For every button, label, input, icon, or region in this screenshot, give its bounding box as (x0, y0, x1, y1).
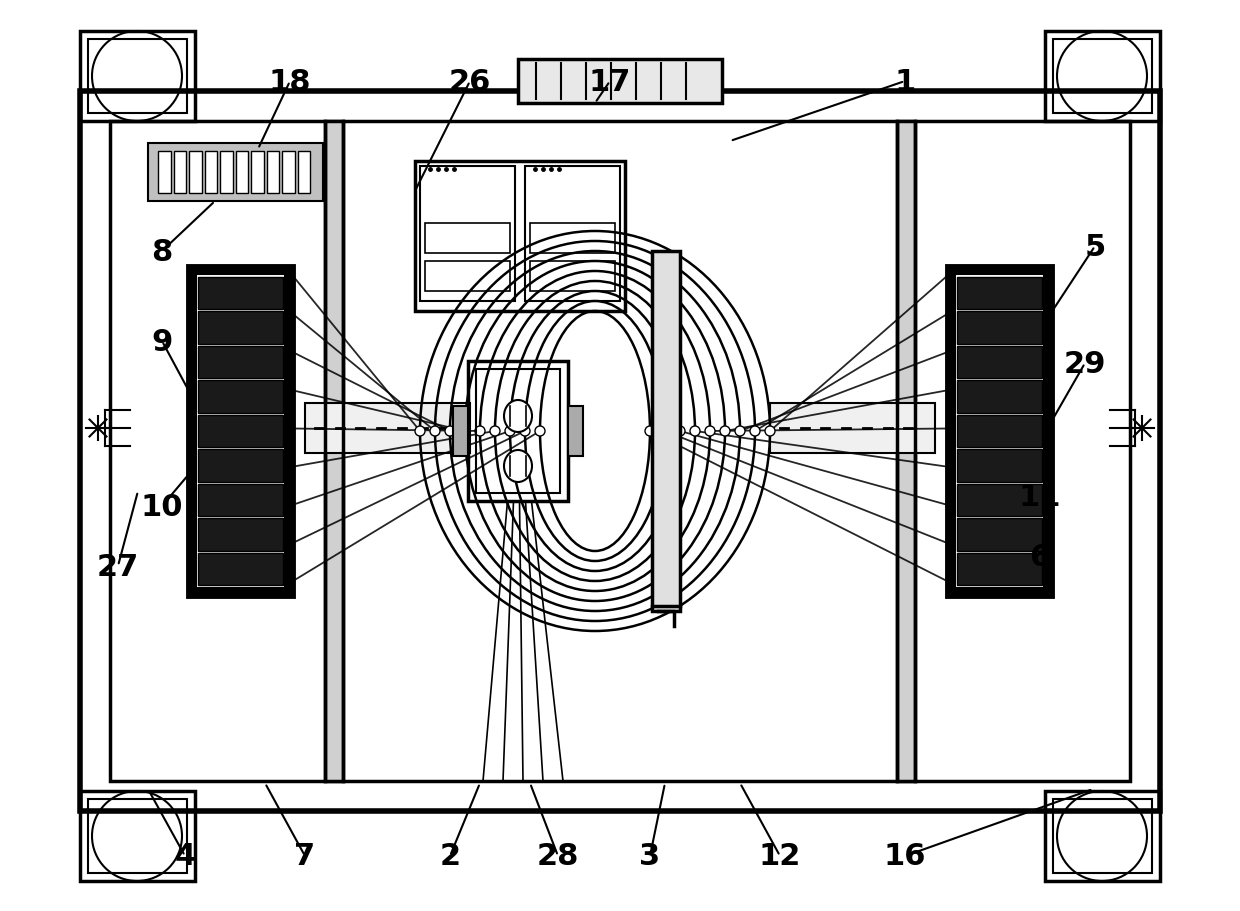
Bar (81, 32, 195, 122)
Bar (770, 404, 935, 454)
Bar (298, 152, 310, 194)
Bar (219, 152, 233, 194)
Circle shape (720, 426, 730, 436)
Text: 16: 16 (884, 842, 926, 871)
Bar (267, 152, 279, 194)
Circle shape (689, 426, 701, 436)
Bar (198, 415, 283, 447)
Bar (148, 144, 322, 201)
Bar (110, 122, 1130, 781)
Text: 2: 2 (439, 842, 460, 871)
Circle shape (475, 426, 485, 436)
Bar (1053, 40, 1152, 114)
Bar (957, 381, 1042, 414)
Text: 1: 1 (894, 67, 915, 97)
Bar (1045, 32, 1159, 122)
Bar (518, 60, 722, 104)
Circle shape (765, 426, 775, 436)
Circle shape (520, 426, 529, 436)
Bar (188, 152, 202, 194)
Bar (957, 278, 1042, 310)
Bar (188, 267, 293, 597)
Bar (196, 275, 285, 589)
Bar (957, 553, 1042, 586)
Bar (236, 152, 248, 194)
Bar (947, 267, 1052, 597)
Circle shape (660, 426, 670, 436)
Bar (198, 312, 283, 344)
Text: 27: 27 (97, 552, 139, 581)
Bar (467, 362, 568, 501)
Bar (957, 415, 1042, 447)
Bar (529, 261, 615, 292)
Bar (957, 450, 1042, 482)
Text: 10: 10 (141, 492, 184, 521)
Text: 26: 26 (449, 67, 491, 97)
Circle shape (645, 426, 655, 436)
Bar (205, 152, 217, 194)
Bar (250, 152, 264, 194)
Circle shape (750, 426, 760, 436)
Circle shape (534, 426, 546, 436)
Circle shape (735, 426, 745, 436)
Bar (88, 40, 187, 114)
Circle shape (445, 426, 455, 436)
Text: 11: 11 (1019, 482, 1061, 511)
Bar (476, 370, 560, 494)
Ellipse shape (503, 401, 532, 433)
Ellipse shape (503, 451, 532, 483)
Text: 12: 12 (759, 842, 801, 871)
Circle shape (460, 426, 470, 436)
Text: 3: 3 (640, 842, 661, 871)
Bar (198, 346, 283, 379)
Text: 6: 6 (1029, 542, 1050, 571)
Bar (81, 791, 195, 881)
Bar (453, 406, 467, 456)
Circle shape (505, 426, 515, 436)
Bar (1045, 791, 1159, 881)
Bar (425, 261, 510, 292)
Text: 17: 17 (589, 67, 631, 97)
Bar (198, 450, 283, 482)
Text: 18: 18 (269, 67, 311, 97)
Circle shape (415, 426, 425, 436)
Bar (88, 799, 187, 873)
Bar (198, 278, 283, 310)
Bar (157, 152, 171, 194)
Bar (652, 251, 680, 611)
Bar (957, 518, 1042, 551)
Text: 4: 4 (175, 842, 196, 871)
Bar (957, 312, 1042, 344)
Bar (1053, 799, 1152, 873)
Bar (281, 152, 295, 194)
Circle shape (675, 426, 684, 436)
Bar (529, 224, 615, 254)
Bar (325, 122, 343, 781)
Bar (525, 167, 620, 302)
Bar (425, 224, 510, 254)
Bar (81, 92, 1159, 811)
Bar (198, 381, 283, 414)
Bar (568, 406, 583, 456)
Bar (174, 152, 186, 194)
Circle shape (706, 426, 715, 436)
Circle shape (430, 426, 440, 436)
Bar (198, 484, 283, 517)
Text: 28: 28 (537, 842, 579, 871)
Bar (897, 122, 915, 781)
Bar (957, 484, 1042, 517)
Text: 5: 5 (1084, 232, 1106, 261)
Bar (198, 553, 283, 586)
Bar (198, 518, 283, 551)
Bar (415, 162, 625, 312)
Text: 29: 29 (1064, 349, 1106, 378)
Circle shape (490, 426, 500, 436)
Bar (420, 167, 515, 302)
Bar (305, 404, 470, 454)
Bar (955, 275, 1044, 589)
Bar (957, 346, 1042, 379)
Text: 8: 8 (151, 237, 172, 266)
Text: 7: 7 (294, 842, 315, 871)
Text: 9: 9 (151, 327, 172, 356)
